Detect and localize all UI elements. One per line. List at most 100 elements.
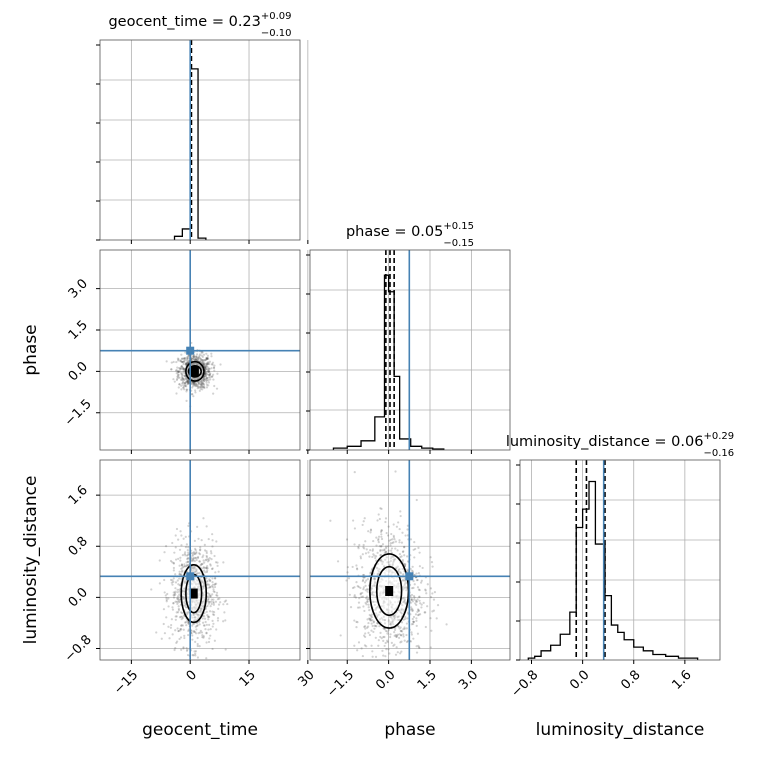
sample-point [192, 613, 195, 616]
sample-point [201, 383, 204, 386]
sample-point [177, 583, 180, 586]
sample-point [187, 611, 190, 614]
sample-point [394, 547, 397, 550]
sample-point [202, 585, 206, 588]
sample-point [191, 383, 194, 386]
sample-point [198, 376, 201, 380]
sample-point [415, 651, 419, 654]
sample-point [208, 637, 211, 640]
sample-point [201, 384, 204, 387]
sample-point [402, 608, 406, 611]
sample-point [181, 357, 184, 360]
sample-point [178, 548, 182, 551]
sample-point [392, 616, 396, 619]
sample-point [199, 360, 202, 363]
sample-point [211, 545, 214, 548]
sample-point [197, 382, 201, 385]
sample-point [194, 650, 198, 653]
sample-point [410, 598, 414, 601]
sample-point [211, 361, 215, 364]
sample-point [391, 620, 394, 623]
sample-point [199, 358, 202, 361]
sample-point [186, 557, 189, 560]
sample-point [210, 552, 213, 555]
sample-point [208, 362, 211, 366]
sample-point [222, 603, 225, 606]
sample-point [194, 556, 198, 559]
sample-point [163, 551, 166, 554]
sample-point [158, 559, 161, 562]
sample-point [396, 616, 399, 619]
sample-point [179, 359, 182, 362]
sample-point [198, 364, 202, 367]
sample-point [184, 361, 187, 365]
sample-point [206, 569, 209, 572]
sample-point [206, 362, 210, 366]
sample-point [204, 571, 207, 574]
sample-point [172, 580, 175, 583]
sample-point [207, 583, 211, 586]
sample-point [182, 361, 185, 364]
sample-point [176, 373, 180, 376]
sample-point [172, 360, 175, 364]
sample-point [370, 613, 374, 616]
sample-point [178, 590, 181, 593]
sample-point [190, 382, 193, 385]
sample-point [213, 583, 216, 587]
sample-point [393, 558, 397, 561]
sample-point [179, 573, 183, 576]
sample-point [377, 535, 381, 538]
sample-point [400, 576, 403, 579]
sample-point [199, 564, 202, 567]
sample-point [186, 553, 190, 556]
sample-point [371, 655, 374, 658]
sample-point [396, 565, 399, 568]
sample-point [184, 374, 187, 378]
sample-point [205, 641, 208, 644]
sample-point [197, 631, 200, 635]
sample-point [211, 577, 214, 580]
sample-point [174, 369, 178, 372]
sample-point [192, 362, 196, 365]
sample-point [371, 650, 374, 653]
sample-point [419, 613, 422, 616]
sample-point [415, 600, 418, 603]
sample-point [396, 633, 399, 636]
sample-point [200, 361, 203, 364]
sample-point [195, 551, 198, 554]
sample-point [178, 573, 181, 576]
sample-point [208, 374, 211, 377]
title-minus-error: −0.10 [261, 28, 292, 39]
sample-point [177, 601, 180, 604]
sample-point [372, 620, 375, 623]
sample-point [370, 622, 373, 625]
sample-point [397, 609, 400, 612]
sample-point [357, 545, 360, 549]
sample-point [380, 507, 383, 510]
sample-point [200, 380, 203, 384]
sample-point [177, 373, 180, 376]
sample-point [363, 581, 367, 584]
panel-frame [519, 459, 721, 661]
sample-point [197, 381, 201, 385]
sample-point [403, 599, 406, 602]
sample-point [424, 588, 427, 591]
sample-point [402, 635, 405, 638]
sample-point [404, 601, 407, 604]
sample-point [202, 587, 206, 590]
sample-point [181, 382, 184, 385]
sample-point [186, 613, 189, 616]
sample-point [370, 644, 373, 647]
sample-point [196, 363, 200, 366]
sample-point [198, 560, 201, 563]
sample-point [177, 609, 180, 612]
sample-point [386, 639, 389, 642]
sample-point [177, 598, 180, 601]
sample-point [206, 580, 209, 583]
sample-point [193, 381, 196, 385]
sample-point [158, 582, 161, 585]
sample-point [175, 369, 178, 372]
sample-point [203, 364, 206, 367]
x-tick-label: 0 [184, 668, 200, 684]
sample-point [209, 372, 212, 375]
